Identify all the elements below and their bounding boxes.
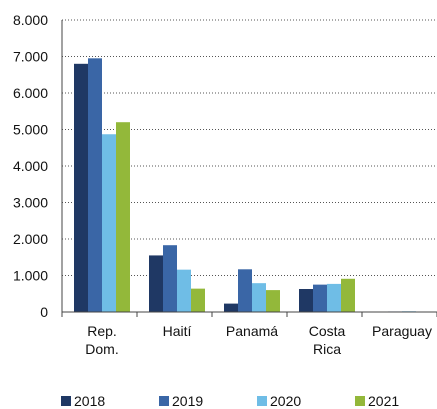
bar — [327, 283, 341, 312]
y-tick-label: 1.000 — [13, 268, 48, 284]
legend-swatch — [159, 396, 169, 406]
bar — [252, 283, 266, 312]
legend-label: 2021 — [368, 393, 399, 409]
y-tick-label: 5.000 — [13, 122, 48, 138]
bar — [299, 289, 313, 312]
x-tick-label: Paraguay — [372, 323, 432, 339]
legend-label: 2020 — [270, 393, 301, 409]
legend-swatch — [257, 396, 267, 406]
grid-lines — [62, 19, 437, 276]
y-tick-label: 6.000 — [13, 85, 48, 101]
legend-label: 2019 — [172, 393, 203, 409]
bar — [313, 284, 327, 312]
legend-swatch — [355, 396, 365, 406]
bar — [266, 290, 280, 312]
y-tick-label: 3.000 — [13, 195, 48, 211]
bar — [238, 269, 252, 312]
bar — [102, 134, 116, 312]
bar — [191, 288, 205, 312]
bars — [74, 58, 430, 313]
y-tick-label: 7.000 — [13, 49, 48, 65]
bar — [149, 255, 163, 312]
y-tick-label: 8.000 — [13, 12, 48, 28]
bar — [88, 58, 102, 313]
legend: 2018 2019 2020 2021 — [61, 393, 399, 409]
legend-swatch — [61, 396, 71, 406]
y-axis-ticks: 0 1.000 2.000 3.000 4.000 5.000 6.000 7.000 8.00… — [13, 12, 48, 320]
y-tick-label: 2.000 — [13, 231, 48, 247]
x-axis-ticks: Rep. Dom. Haití Panamá Costa Rica Paraguay — [61, 312, 437, 357]
x-tick-label: Costa Rica — [309, 323, 346, 357]
bar — [224, 303, 238, 312]
bar — [341, 278, 355, 312]
x-tick-label: Haití — [163, 323, 192, 339]
y-tick-label: 4.000 — [13, 158, 48, 174]
bar — [74, 63, 88, 312]
x-tick-label: Rep. Dom. — [85, 323, 118, 357]
x-tick-label: Panamá — [226, 323, 278, 339]
bar — [177, 269, 191, 312]
bar — [163, 245, 177, 312]
legend-label: 2018 — [74, 393, 105, 409]
bar — [116, 122, 130, 312]
y-tick-label: 0 — [40, 304, 48, 320]
